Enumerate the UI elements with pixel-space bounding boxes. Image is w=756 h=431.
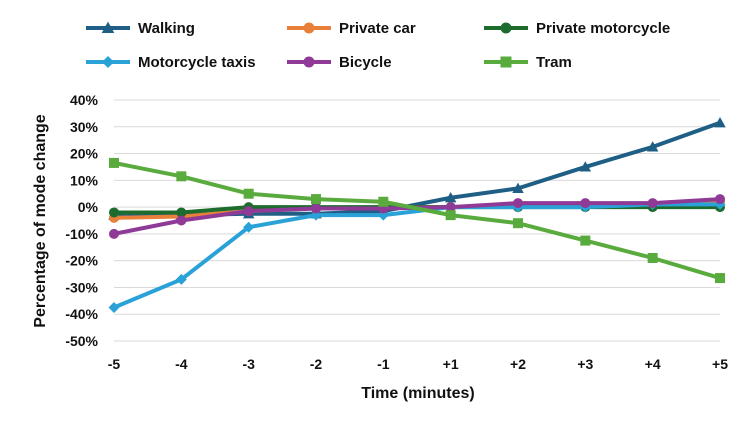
y-tick-label: -40% (65, 306, 98, 322)
legend-item-tram: Tram (484, 54, 572, 71)
legend-marker (303, 56, 315, 68)
data-point-tram (513, 218, 523, 229)
x-axis-title: Time (minutes) (361, 385, 475, 402)
series-group (108, 117, 726, 314)
x-tick-label: +3 (577, 356, 593, 372)
data-point-motorcycle-taxis (243, 221, 255, 233)
data-point-bicycle (445, 202, 456, 213)
data-point-tram (580, 235, 591, 246)
legend-item-private-car: Private car (287, 20, 416, 37)
x-tick-label: -2 (310, 356, 323, 372)
legend-marker (500, 22, 512, 34)
legend-marker (500, 56, 512, 68)
x-tick-label: -1 (377, 356, 390, 372)
legend-item-bicycle: Bicycle (287, 54, 392, 71)
data-point-bicycle (109, 228, 119, 239)
data-point-bicycle (176, 215, 187, 226)
x-tick-label: +4 (645, 356, 661, 372)
data-point-motorcycle-taxis (108, 302, 120, 314)
legend-marker (303, 22, 315, 34)
data-point-walking (444, 191, 457, 203)
x-tick-label: +2 (510, 356, 526, 372)
data-point-bicycle (580, 198, 591, 209)
y-tick-label: 40% (70, 92, 99, 108)
gridlines (114, 99, 720, 342)
y-axis-title: Percentage of mode change (32, 114, 49, 327)
legend-label: Walking (138, 20, 195, 37)
legend-item-motorcycle-taxis: Motorcycle taxis (86, 54, 256, 71)
y-tick-label: 30% (70, 119, 99, 135)
x-tick-label: +1 (443, 356, 459, 372)
data-point-bicycle (311, 203, 321, 214)
data-point-walking (646, 141, 659, 152)
data-point-bicycle (513, 198, 523, 209)
legend-item-private-motorcycle: Private motorcycle (484, 20, 670, 37)
data-point-tram (647, 252, 658, 263)
x-tick-label: +5 (712, 356, 728, 372)
series-tram (109, 157, 725, 284)
series-bicycle (109, 194, 725, 239)
data-point-motorcycle-taxis (175, 273, 187, 285)
data-point-tram (445, 210, 456, 221)
data-point-tram (378, 196, 389, 207)
data-point-walking (512, 182, 524, 193)
data-point-bicycle (243, 206, 254, 217)
x-tick-label: -5 (108, 356, 121, 372)
series-line-motorcycle-taxis (112, 202, 722, 310)
y-tick-label: 10% (70, 172, 99, 188)
data-point-private-motorcycle (109, 207, 119, 218)
data-point-walking (579, 161, 592, 172)
y-tick-label: -50% (65, 333, 98, 349)
legend-marker (101, 21, 115, 34)
x-tick-label: -3 (242, 356, 255, 372)
legend-label: Private car (339, 20, 416, 37)
y-tick-label: 0% (78, 199, 99, 215)
legend-label: Bicycle (339, 54, 392, 71)
y-tick-label: -30% (65, 279, 98, 295)
legend-label: Private motorcycle (536, 20, 670, 37)
y-tick-label: -20% (65, 253, 98, 269)
x-axis-ticks: -5 -4 -3 -2 -1 +1 +2 +3 +4 +5 (108, 356, 728, 372)
y-tick-label: -10% (65, 226, 98, 242)
legend-label: Motorcycle taxis (138, 54, 256, 71)
data-point-tram (243, 188, 254, 199)
series-line-tram (112, 160, 722, 281)
data-point-tram (109, 157, 119, 168)
legend-label: Tram (536, 54, 572, 71)
legend-marker (101, 55, 115, 69)
y-axis-ticks: 40% 30% 20% 10% 0% -10% -20% -30% -40% -50% (65, 92, 98, 349)
legend: Walking Private car Private motorcycle Moto… (86, 20, 670, 71)
x-tick-label: -4 (175, 356, 188, 372)
data-point-walking (714, 117, 726, 128)
data-point-tram (176, 171, 187, 182)
y-tick-label: 20% (70, 146, 99, 162)
data-point-tram (715, 273, 725, 284)
legend-item-walking: Walking (86, 20, 195, 37)
data-point-private-motorcycle (176, 207, 187, 218)
data-point-bicycle (647, 198, 658, 209)
data-point-bicycle (715, 194, 725, 205)
data-point-tram (311, 194, 321, 205)
